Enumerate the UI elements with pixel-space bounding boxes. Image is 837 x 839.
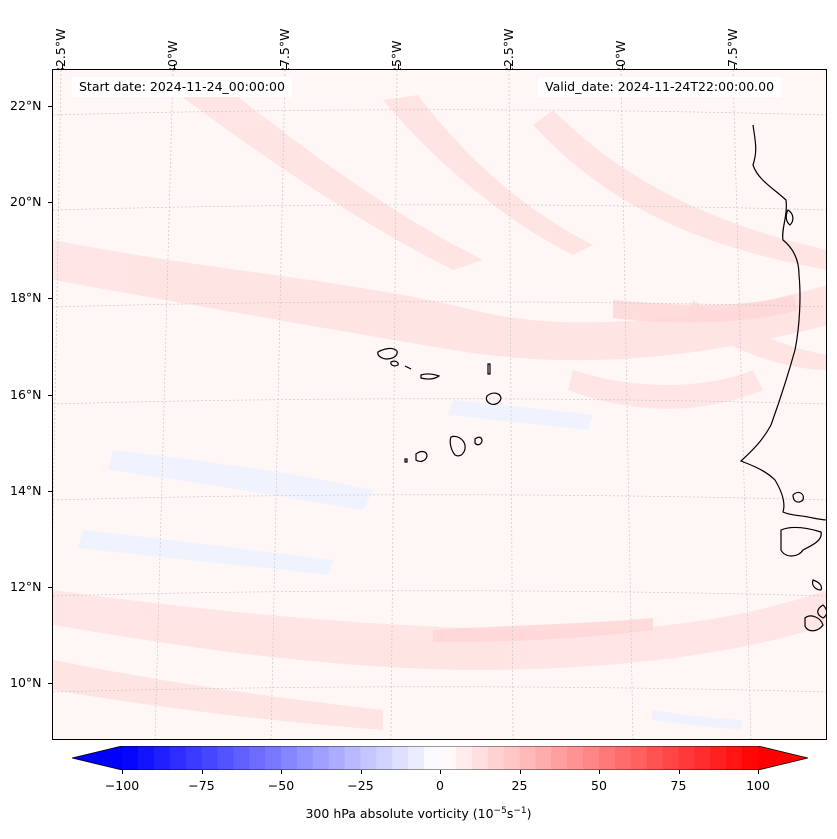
colorbar-level: [392, 746, 409, 770]
latitude-label: 12°N: [10, 579, 42, 594]
colorbar-level: [312, 746, 330, 770]
longitude-tick: [174, 64, 175, 69]
colorbar-level: [519, 746, 536, 770]
colorbar-level: [360, 746, 377, 770]
latitude-label: 22°N: [10, 98, 42, 113]
latitude-label: 14°N: [10, 483, 42, 498]
colorbar-tick: [519, 770, 521, 774]
colorbar-tick: [360, 770, 362, 774]
latitude-tick: [48, 395, 52, 396]
longitude-tick: [62, 64, 63, 69]
vorticity-field: [53, 70, 826, 739]
colorbar-level: [599, 746, 616, 770]
colorbar-tick: [201, 770, 203, 774]
colorbar-tick-label: −50: [267, 778, 295, 793]
africa-coastline: [739, 124, 826, 632]
colorbar-tick-label: 50: [591, 778, 607, 793]
colorbar-title: 300 hPa absolute vorticity (10−5s−1): [305, 806, 532, 822]
map-panel: [52, 69, 827, 740]
colorbar-level: [201, 746, 218, 770]
colorbar-level: [217, 746, 234, 770]
latitude-tick: [48, 202, 52, 203]
colorbar-level: [694, 746, 711, 770]
start-date-label: Start date: 2024-11-24_00:00:00: [72, 77, 292, 97]
colorbar-level: [281, 746, 298, 770]
colorbar-tick: [440, 770, 441, 774]
latitude-label: 10°N: [10, 675, 42, 690]
cape-verde-islands: [377, 347, 502, 463]
latitude-tick: [48, 683, 52, 684]
latitude-label: 20°N: [10, 194, 42, 209]
colorbar-level: [471, 746, 489, 770]
colorbar-level: [265, 746, 282, 770]
colorbar-level: [424, 746, 441, 770]
colorbar-level: [440, 746, 457, 770]
colorbar-level: [249, 746, 266, 770]
colorbar: [72, 746, 808, 770]
colorbar-tick-label: 75: [670, 778, 687, 793]
colorbar-level: [408, 746, 425, 770]
colorbar-level: [614, 746, 632, 770]
colorbar-tick-label: 100: [746, 778, 770, 793]
longitude-tick: [734, 64, 735, 69]
colorbar-level: [376, 746, 393, 770]
latitude-tick: [48, 491, 52, 492]
colorbar-tick-label: −100: [104, 778, 140, 793]
colorbar-level: [487, 746, 505, 770]
colorbar-level: [662, 746, 679, 770]
colorbar-level: [137, 746, 155, 770]
colorbar-level: [726, 746, 743, 770]
colorbar-level: [742, 746, 759, 770]
colorbar-level: [153, 746, 171, 770]
colorbar-level: [503, 746, 520, 770]
colorbar-level: [583, 746, 600, 770]
colorbar-extend-low: [72, 746, 122, 770]
latitude-tick: [48, 587, 52, 588]
colorbar-level: [567, 746, 584, 770]
colorbar-level: [328, 746, 346, 770]
colorbar-level: [630, 746, 648, 770]
latitude-label: 18°N: [10, 290, 42, 305]
colorbar-tick-label: −25: [347, 778, 374, 793]
colorbar-tick-label: 25: [511, 778, 528, 793]
colorbar-level: [169, 746, 187, 770]
valid-date-label: Valid_date: 2024-11-24T22:00:00.00: [538, 77, 782, 97]
colorbar-extend-high: [758, 746, 808, 770]
latitude-tick: [48, 298, 52, 299]
colorbar-level: [455, 746, 473, 770]
colorbar-level: [233, 746, 250, 770]
colorbar-level: [185, 746, 202, 770]
colorbar-level: [646, 746, 664, 770]
latitude-tick: [48, 106, 52, 107]
colorbar-level: [344, 746, 361, 770]
colorbar-tick: [281, 770, 282, 774]
colorbar-tick: [758, 770, 759, 774]
colorbar-tick: [122, 770, 123, 774]
colorbar-level: [678, 746, 695, 770]
colorbar-tick: [599, 770, 600, 774]
latitude-label: 16°N: [10, 387, 42, 402]
colorbar-tick-label: −75: [188, 778, 215, 793]
longitude-tick: [398, 64, 399, 69]
colorbar-level: [710, 746, 727, 770]
longitude-tick: [286, 64, 287, 69]
colorbar-tick: [678, 770, 680, 774]
longitude-tick: [622, 64, 623, 69]
colorbar-level: [551, 746, 568, 770]
colorbar-level: [122, 746, 139, 770]
colorbar-level: [296, 746, 314, 770]
colorbar-tick-label: 0: [436, 778, 444, 793]
colorbar-level: [535, 746, 552, 770]
longitude-tick: [510, 64, 511, 69]
